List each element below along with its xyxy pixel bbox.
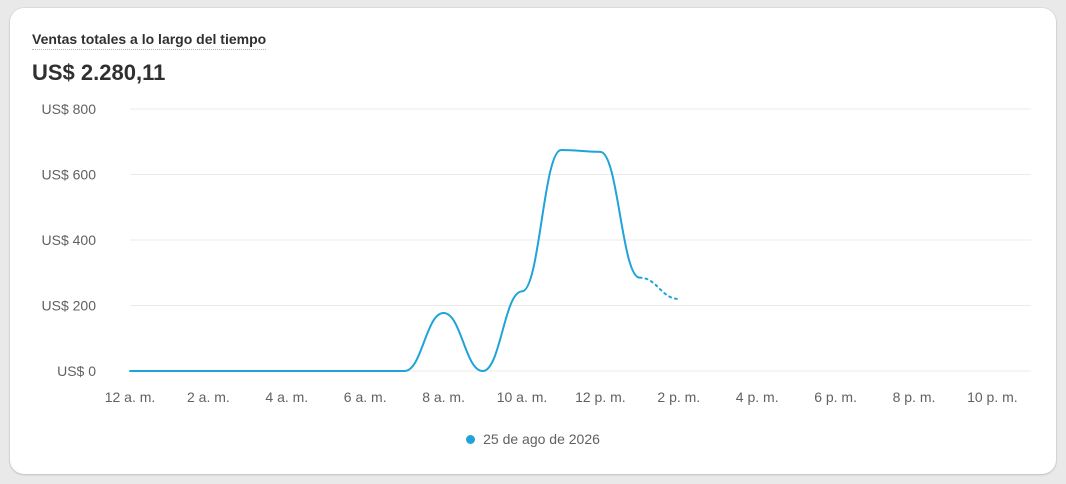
x-tick-label: 10 p. m. [967, 389, 1018, 405]
sales-over-time-card: Ventas totales a lo largo del tiempo US$… [10, 8, 1056, 474]
x-tick-label: 12 a. m. [105, 389, 156, 405]
x-tick-label: 8 p. m. [893, 389, 936, 405]
x-tick-label: 2 a. m. [187, 389, 230, 405]
x-tick-label: 6 p. m. [814, 389, 857, 405]
x-tick-label: 2 p. m. [657, 389, 700, 405]
chart-legend[interactable]: 25 de ago de 2026 [10, 431, 1056, 447]
x-tick-label: 4 a. m. [265, 389, 308, 405]
x-tick-label: 6 a. m. [344, 389, 387, 405]
x-tick-label: 12 p. m. [575, 389, 626, 405]
legend-color-dot [466, 434, 476, 444]
series-line-projected[interactable] [638, 276, 680, 300]
y-tick-label: US$ 200 [42, 298, 97, 314]
grid-lines [130, 108, 1031, 372]
legend-label: 25 de ago de 2026 [483, 431, 600, 447]
total-sales-value: US$ 2.280,11 [32, 60, 166, 85]
x-tick-label: 4 p. m. [736, 389, 779, 405]
y-tick-label: US$ 600 [42, 167, 97, 183]
y-axis-ticks: US$ 0 US$ 200 US$ 400 US$ 600 US$ 800 [42, 101, 97, 379]
line-chart: US$ 0 US$ 200 US$ 400 US$ 600 US$ 800 12 a. … [42, 101, 1031, 405]
y-tick-label: US$ 0 [57, 363, 96, 379]
x-tick-label: 8 a. m. [422, 389, 465, 405]
x-tick-label: 10 a. m. [497, 389, 548, 405]
chart-title[interactable]: Ventas totales a lo largo del tiempo [32, 31, 267, 50]
series-line-solid[interactable] [129, 148, 641, 373]
y-tick-label: US$ 800 [42, 101, 97, 117]
y-tick-label: US$ 400 [42, 232, 97, 248]
x-axis-ticks: 12 a. m. 2 a. m. 4 a. m. 6 a. m. 8 a. m. 10 a… [105, 389, 1018, 405]
series-lines [129, 148, 680, 373]
